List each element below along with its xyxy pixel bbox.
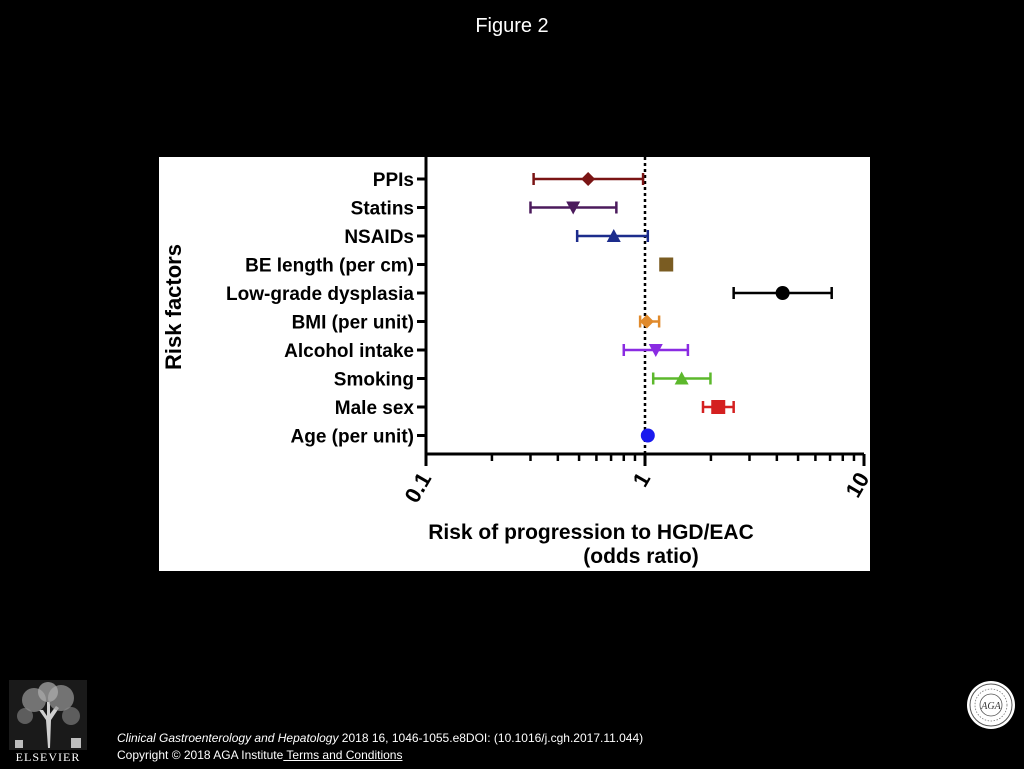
forest-plot: 0.1 1 10 Risk of progression to HGD/EAC(odd… [161,157,870,568]
copyright-line: Copyright © 2018 AGA Institute Terms and… [117,748,402,762]
citation: Clinical Gastroenterology and Hepatology… [117,731,643,745]
estimate-marker [711,400,726,414]
row-marks [732,286,833,300]
aga-seal: AGA [966,680,1016,730]
row-marks [640,428,655,443]
row-marks [638,314,661,329]
estimate-marker [566,201,581,215]
x-tick-label: 10 [840,468,870,502]
elsevier-logo: ELSEVIER [9,680,87,764]
estimate-marker [775,286,790,300]
journal-name: Clinical Gastroenterology and Hepatology [117,731,339,745]
row-label: Low-grade dysplasia [226,284,414,305]
terms-link[interactable]: Terms and Conditions [283,748,403,762]
estimate-marker [606,229,621,242]
row-marks [529,201,618,215]
row-marks [622,344,690,357]
x-tick-label: 1 [628,468,656,491]
publisher-name: ELSEVIER [15,750,81,764]
row-label: PPIs [373,170,414,191]
estimate-marker [648,344,663,357]
row-label: BMI (per unit) [292,313,414,334]
row-marks [651,371,712,385]
row-marks [575,229,650,242]
estimate-marker [659,257,674,272]
seal-text: AGA [980,701,1001,712]
row-label: Age (per unit) [291,427,415,448]
estimate-marker [639,314,654,329]
aga-seal-icon: AGA [967,681,1015,729]
elsevier-tree-icon [9,680,87,750]
y-axis-title: Risk factors [161,244,186,370]
row-marks [532,172,645,186]
row-label: NSAIDs [344,227,414,248]
citation-details: 2018 16, 1046-1055.e8DOI: (10.1016/j.cgh… [338,731,644,745]
row-marks [701,400,735,414]
row-label: Male sex [335,398,415,419]
estimate-marker [640,428,655,443]
forest-plot-panel: 0.1 1 10 Risk of progression to HGD/EAC (odd… [159,157,870,571]
copyright-text: Copyright © 2018 AGA Institute [117,748,284,762]
x-axis-subtitle: (odds ratio) [583,545,699,568]
row-label: Alcohol intake [284,341,414,362]
estimate-marker [674,371,689,385]
estimate-marker [581,172,596,186]
x-tick-label: 0.1 [399,468,436,507]
row-marks [659,257,674,272]
row-label: BE length (per cm) [245,256,414,277]
x-axis-title: Risk of progression to HGD/EAC [428,521,754,544]
row-label: Smoking [334,370,414,391]
row-label: Statins [351,199,414,220]
figure-title: Figure 2 [475,15,549,37]
